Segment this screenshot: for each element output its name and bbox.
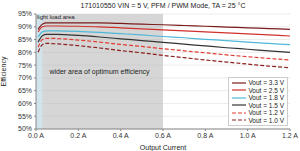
html-text:Vout = 2.5 V: Vout = 2.5 V xyxy=(248,86,284,94)
svg-text:Efficiency: Efficiency xyxy=(8,56,9,86)
svg-text:0.8 A: 0.8 A xyxy=(197,132,213,139)
svg-text:1.2 A: 1.2 A xyxy=(282,132,292,139)
svg-text:70%: 70% xyxy=(18,74,32,81)
svg-text:90%: 90% xyxy=(18,23,32,30)
svg-text:95%: 95% xyxy=(18,10,32,17)
svg-text:55%: 55% xyxy=(18,113,32,120)
svg-text:light load area: light load area xyxy=(37,14,75,20)
html-text:Vout = 3.3 V: Vout = 3.3 V xyxy=(248,79,284,86)
html-text:171010550 VIN = 5 V, PFM / PWM: 171010550 VIN = 5 V, PFM / PWM Mode, TA … xyxy=(80,2,246,9)
svg-text:85%: 85% xyxy=(18,36,32,43)
svg-text:75%: 75% xyxy=(18,62,32,69)
svg-text:50%: 50% xyxy=(18,125,32,132)
html-text:Vout = 1.8 V: Vout = 1.8 V xyxy=(248,94,284,101)
html-text:Vout = 1.0 V: Vout = 1.0 V xyxy=(248,116,284,124)
svg-text:wider area of optimum efficien: wider area of optimum efficiency xyxy=(48,68,150,76)
svg-text:80%: 80% xyxy=(18,49,32,56)
svg-text:1.0 A: 1.0 A xyxy=(240,132,256,139)
svg-text:Output Current: Output Current xyxy=(140,144,186,151)
html-text:Vout = 1.2 V: Vout = 1.2 V xyxy=(248,109,284,116)
svg-text:0.0 A: 0.0 A xyxy=(28,132,44,139)
svg-text:65%: 65% xyxy=(18,87,32,94)
html-text:Vout = 1.5 V: Vout = 1.5 V xyxy=(248,101,284,109)
svg-text:0.4 A: 0.4 A xyxy=(113,132,129,139)
svg-text:60%: 60% xyxy=(18,100,32,107)
svg-text:0.2 A: 0.2 A xyxy=(70,132,86,139)
svg-text:0.6 A: 0.6 A xyxy=(155,132,171,139)
